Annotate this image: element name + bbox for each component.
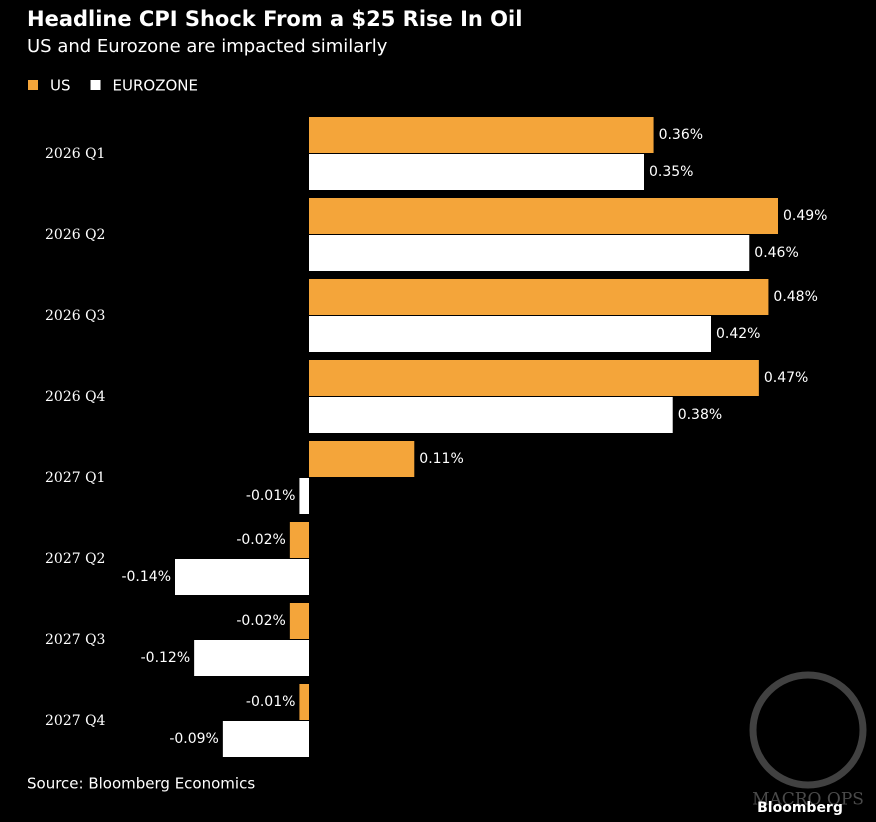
bar <box>289 603 309 639</box>
value-label: -0.09% <box>169 731 219 747</box>
category-label: 2027 Q4 <box>45 713 106 729</box>
legend-label: EUROZONE <box>113 77 198 95</box>
chart-title: Headline CPI Shock From a $25 Rise In Oi… <box>27 7 522 31</box>
category-label: 2027 Q3 <box>45 632 105 648</box>
bar <box>299 478 309 514</box>
value-label: 0.36% <box>659 127 703 143</box>
value-label: 0.49% <box>783 208 827 224</box>
bar <box>309 198 778 234</box>
bar <box>175 559 309 595</box>
bar <box>222 721 309 757</box>
value-label: 0.47% <box>764 370 808 386</box>
bar <box>194 640 309 676</box>
chart-subtitle: US and Eurozone are impacted similarly <box>27 36 388 57</box>
value-label: -0.02% <box>236 613 286 629</box>
value-label: 0.46% <box>754 245 798 261</box>
category-label: 2026 Q3 <box>45 308 105 324</box>
value-label: 0.11% <box>419 451 463 467</box>
bar <box>309 397 673 433</box>
legend-label: US <box>50 77 71 95</box>
legend-swatch <box>28 80 38 90</box>
value-label: -0.14% <box>121 569 171 585</box>
legend-swatch <box>90 80 101 90</box>
watermark-logo: MACRO OPS <box>749 671 867 810</box>
bar <box>309 235 750 271</box>
category-label: 2026 Q2 <box>45 227 105 243</box>
value-label: -0.12% <box>141 650 191 666</box>
value-label: 0.42% <box>716 326 760 342</box>
bar <box>309 279 769 315</box>
value-label: 0.35% <box>649 164 693 180</box>
bar <box>299 684 309 720</box>
value-label: -0.02% <box>236 532 286 548</box>
bar <box>309 316 711 352</box>
category-label: 2027 Q2 <box>45 551 105 567</box>
source: Source: Bloomberg Economics <box>27 775 255 793</box>
logo-ring <box>749 671 867 789</box>
bar <box>309 154 644 190</box>
value-label: -0.01% <box>246 488 296 504</box>
bar <box>309 360 759 396</box>
category-label: 2026 Q1 <box>45 146 105 162</box>
value-label: 0.48% <box>773 289 817 305</box>
category-label: 2027 Q1 <box>45 470 105 486</box>
category-label: 2026 Q4 <box>45 389 106 405</box>
bar <box>309 441 415 477</box>
brand: Bloomberg <box>757 800 843 816</box>
value-label: 0.38% <box>678 407 722 423</box>
bar <box>289 522 309 558</box>
value-label: -0.01% <box>246 694 296 710</box>
watermark: MACRO OPS <box>752 790 864 810</box>
bar <box>309 117 654 153</box>
